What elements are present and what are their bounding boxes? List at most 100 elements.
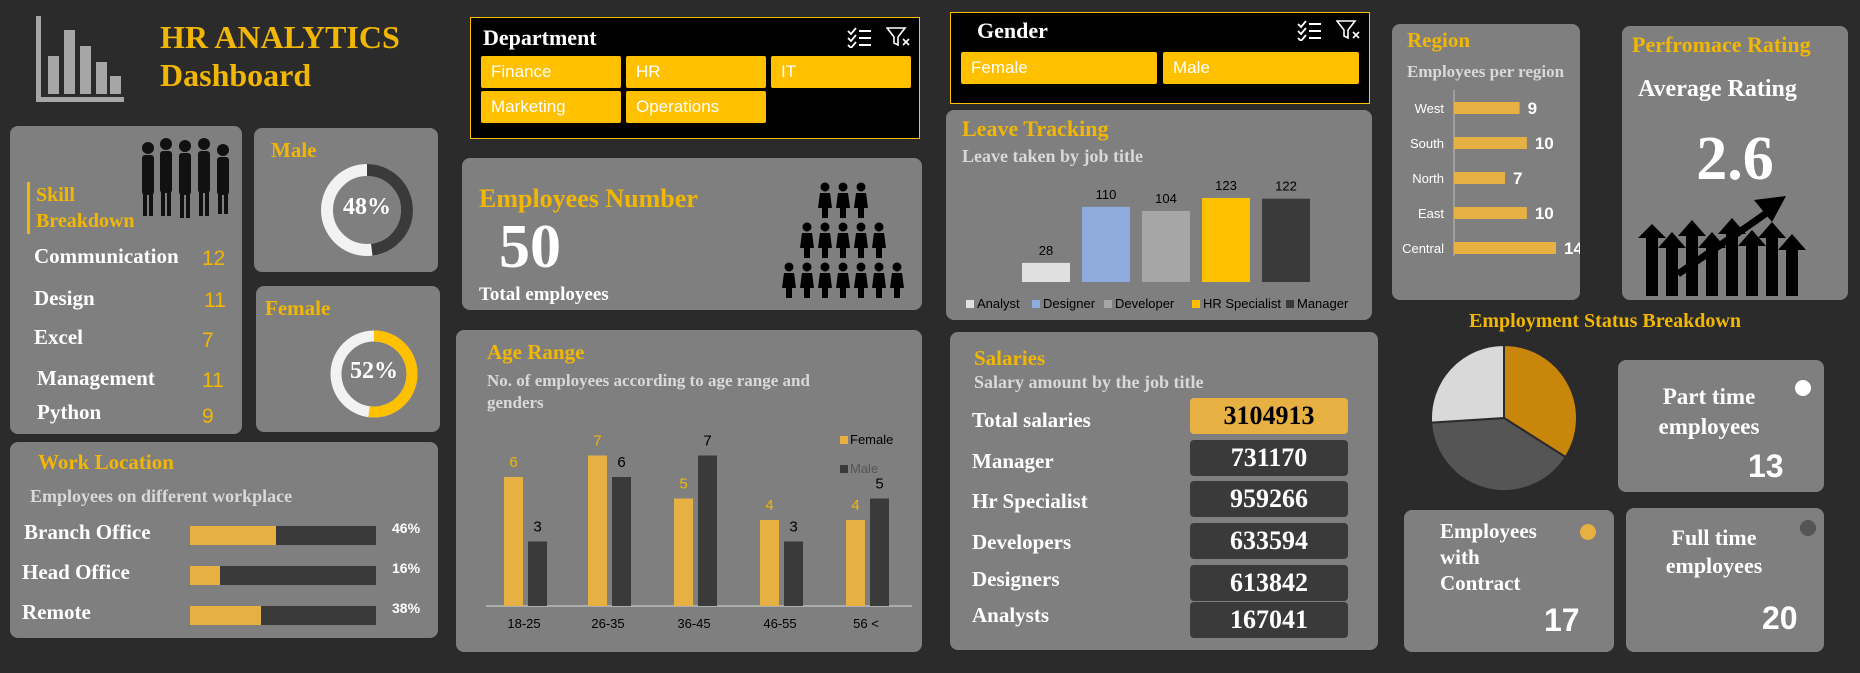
clear-filter-icon[interactable] [1336,19,1362,41]
bar-chart-icon [36,16,124,102]
employees-caption: Total employees [479,284,609,305]
leave-bar [1262,198,1310,282]
department-chip-it[interactable]: IT [771,56,911,88]
salary-value-designers: 613842 [1190,565,1348,601]
salary-label-hr-specialist: Hr Specialist [972,489,1088,513]
part-time-card: Part time employees 13 [1618,360,1824,492]
leave-legend-label: Designer [1043,296,1096,311]
age-bar-female [588,455,607,606]
age-legend-swatch [840,465,848,473]
age-subtitle-line-1: No. of employees according to age range … [487,371,810,390]
performance-rating-card: Perfromace Rating Average Rating 2.6 [1622,26,1848,300]
skill-value-excel: 7 [202,329,214,352]
salary-value-hr-specialist: 959266 [1190,481,1348,517]
leave-legend-label: Analyst [977,296,1020,311]
region-subtitle: Employees per region [1407,62,1565,81]
region-bar [1454,207,1527,219]
part-time-label-line-1: Part time [1662,384,1756,409]
clear-filter-icon[interactable] [886,26,912,48]
leave-data-label: 122 [1275,179,1297,194]
region-data-label: 7 [1513,169,1522,188]
title-line-1: HR ANALYTICS [160,19,400,55]
age-bar-female [846,520,865,606]
skill-value-python: 9 [202,405,214,428]
full-time-card: Full time employees 20 [1626,508,1824,652]
age-legend-swatch [840,436,848,444]
male-title: Male [271,138,317,162]
gender-chip-female[interactable]: Female [961,52,1157,84]
multi-select-icon[interactable] [846,26,872,48]
growth-arrows-icon [1638,196,1806,296]
region-category-label: West [1415,101,1445,116]
department-slicer[interactable]: Department Finance HR IT Marketing Opera… [470,17,920,139]
full-time-legend-dot [1800,520,1816,536]
age-data-label: 3 [789,519,797,536]
work-location-percent: 38% [392,600,421,616]
gender-slicer[interactable]: Gender Female Male [950,12,1370,104]
full-time-label-line-1: Full time [1671,525,1757,550]
person-icon [782,262,796,298]
skill-value-management: 11 [202,369,224,392]
salary-value-total: 3104913 [1190,398,1348,434]
region-bar [1454,172,1505,184]
department-slicer-title: Department [483,25,597,50]
work-location-bar-track [190,526,376,545]
part-time-value: 13 [1748,448,1784,484]
person-icon [890,262,904,298]
work-location-card: Work Location Employees on different wor… [10,442,438,638]
person-icon [800,222,814,258]
contract-label-line-3: Contract [1440,571,1521,595]
region-bar [1454,242,1556,254]
leave-legend-label: Developer [1115,296,1175,311]
skill-breakdown-card: Skill Breakdown Communication 12 Design … [10,126,242,434]
work-location-bar-track [190,606,376,625]
leave-bar [1142,210,1190,282]
work-location-bar-fill [190,606,261,625]
skill-value-design: 11 [204,289,226,312]
people-group-icon [142,138,229,218]
leave-tracking-card: Leave Tracking Leave taken by job title … [946,110,1372,320]
leave-legend-swatch [1192,300,1200,308]
region-category-label: East [1418,206,1444,221]
contract-legend-dot [1580,524,1596,540]
female-title: Female [265,296,331,320]
region-category-label: Central [1402,241,1444,256]
contract-value: 17 [1544,602,1580,638]
age-bar-male [784,541,803,606]
employees-value: 50 [499,213,561,281]
age-data-label: 5 [679,476,687,493]
person-icon [800,262,814,298]
region-category-label: North [1412,171,1444,186]
employees-title: Employees Number [479,184,698,213]
department-chip-marketing[interactable]: Marketing [481,91,621,123]
age-data-label: 6 [509,454,517,471]
gender-chip-male[interactable]: Male [1163,52,1359,84]
pie-slice-full-time [1430,416,1568,492]
age-bar-female [760,520,779,606]
skill-label-management: Management [37,366,155,390]
department-chip-hr[interactable]: HR [626,56,766,88]
work-location-label: Remote [22,600,91,624]
department-chip-finance[interactable]: Finance [481,56,621,88]
skill-title: Skill Breakdown [36,184,135,232]
multi-select-icon[interactable] [1296,19,1322,41]
age-data-label: 4 [765,497,773,514]
skill-label-python: Python [37,400,102,424]
age-subtitle: No. of employees according to age range … [487,370,810,414]
rating-value: 2.6 [1696,125,1774,193]
person-icon [854,262,868,298]
age-data-label: 4 [851,497,859,514]
department-chip-operations[interactable]: Operations [626,91,766,123]
age-data-label: 6 [617,454,625,471]
work-location-label: Branch Office [24,520,151,544]
female-donut-chart [330,330,418,418]
leave-legend-label: HR Specialist [1203,296,1281,311]
logo [34,16,124,102]
age-category-label: 46-55 [763,616,796,631]
person-icon [836,262,850,298]
region-data-label: 10 [1535,134,1554,153]
male-donut-arc [321,164,413,256]
region-card: Region Employees per region West 9 South 10… [1392,24,1580,300]
person-icon [818,222,832,258]
female-percent: 52% [350,358,398,384]
